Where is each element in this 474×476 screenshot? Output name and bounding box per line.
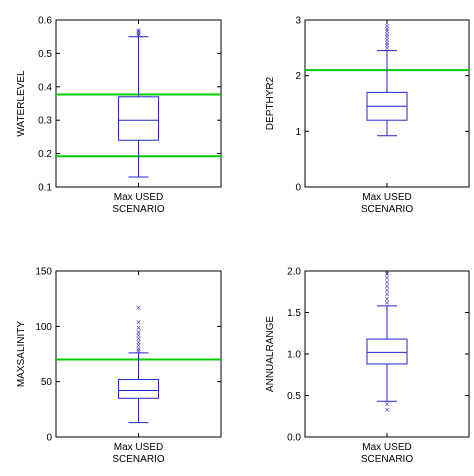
outlier-marker: × (384, 39, 390, 47)
y-tick-label: 1 (295, 127, 301, 138)
outlier-marker: × (384, 282, 390, 290)
outlier-marker: × (384, 287, 390, 295)
y-tick-label: 0.3 (38, 116, 52, 127)
y-tick-label: 3 (295, 16, 301, 27)
outlier-marker: × (136, 324, 142, 332)
iqr-box (366, 338, 408, 365)
outlier-marker: × (136, 27, 142, 35)
x-category-label: SCENARIO (112, 204, 164, 215)
outlier-marker: × (384, 274, 390, 282)
y-tick-label: 0.5 (38, 49, 52, 60)
y-tick-label: 2 (295, 71, 301, 82)
outlier-marker: × (136, 335, 142, 343)
outlier-marker: × (136, 30, 142, 38)
outlier-marker: × (384, 291, 390, 299)
outlier-marker: × (136, 328, 142, 336)
outlier-marker: × (384, 299, 390, 307)
outlier-marker: × (384, 36, 390, 44)
outlier-marker: × (136, 32, 142, 40)
outlier-marker: × (384, 400, 390, 408)
outlier-marker: × (384, 28, 390, 36)
outlier-marker: × (384, 406, 390, 414)
y-tick-label: 150 (35, 267, 52, 278)
y-tick-label: 2.0 (287, 267, 301, 278)
x-category-label: SCENARIO (112, 454, 164, 465)
outlier-marker: × (384, 25, 390, 33)
x-category-label: Max USED (114, 192, 163, 203)
x-category-label: SCENARIO (361, 454, 413, 465)
outlier-marker: × (136, 338, 142, 346)
y-tick-label: 0.4 (38, 82, 52, 93)
outlier-marker: × (384, 278, 390, 286)
y-axis-label: DEPTHYR2 (265, 76, 276, 130)
y-tick-label: 50 (41, 377, 53, 388)
outlier-marker: × (136, 28, 142, 36)
y-tick-label: 100 (35, 322, 52, 333)
y-tick-label: 0.0 (287, 433, 301, 444)
y-tick-label: 0.2 (38, 149, 52, 160)
iqr-box (118, 378, 159, 399)
x-category-label: Max USED (362, 442, 411, 453)
y-tick-label: 0 (46, 433, 52, 444)
outlier-marker: × (136, 347, 142, 355)
outlier-marker: × (136, 342, 142, 350)
outlier-marker: × (136, 345, 142, 353)
y-tick-label: 0 (295, 183, 301, 194)
outlier-marker: × (384, 44, 390, 52)
y-tick-label: 1.0 (287, 350, 301, 361)
outlier-marker: × (384, 295, 390, 303)
outlier-marker: × (136, 304, 142, 312)
y-axis-label: WATERLEVEL (16, 70, 27, 137)
x-category-label: Max USED (362, 192, 411, 203)
outlier-marker: × (384, 30, 390, 38)
outlier-marker: × (384, 33, 390, 41)
outlier-marker: × (136, 332, 142, 340)
iqr-box (118, 96, 159, 141)
x-category-label: SCENARIO (361, 204, 413, 215)
outlier-marker: × (384, 42, 390, 50)
panel-annualrange: 0.0 0.5 1.0 1.5 2.0 ANNUALRANGE Max USEDSCENAR… (265, 267, 470, 465)
outlier-marker: × (384, 270, 390, 278)
y-axis-label: MAXSALINITY (16, 321, 27, 387)
x-category-label: Max USED (114, 442, 163, 453)
y-tick-label: 0.1 (38, 183, 52, 194)
panel-waterlevel: 0.1 0.2 0.3 0.4 0.5 0.6 WATERLEVEL Max USEDSCEN… (16, 16, 222, 215)
y-tick-label: 0.6 (38, 16, 52, 27)
outlier-marker: × (136, 318, 142, 326)
y-axis-label: ANNUALRANGE (265, 316, 276, 392)
outlier-marker: × (384, 22, 390, 30)
y-tick-label: 1.5 (287, 308, 301, 319)
y-tick-label: 0.5 (287, 391, 301, 402)
